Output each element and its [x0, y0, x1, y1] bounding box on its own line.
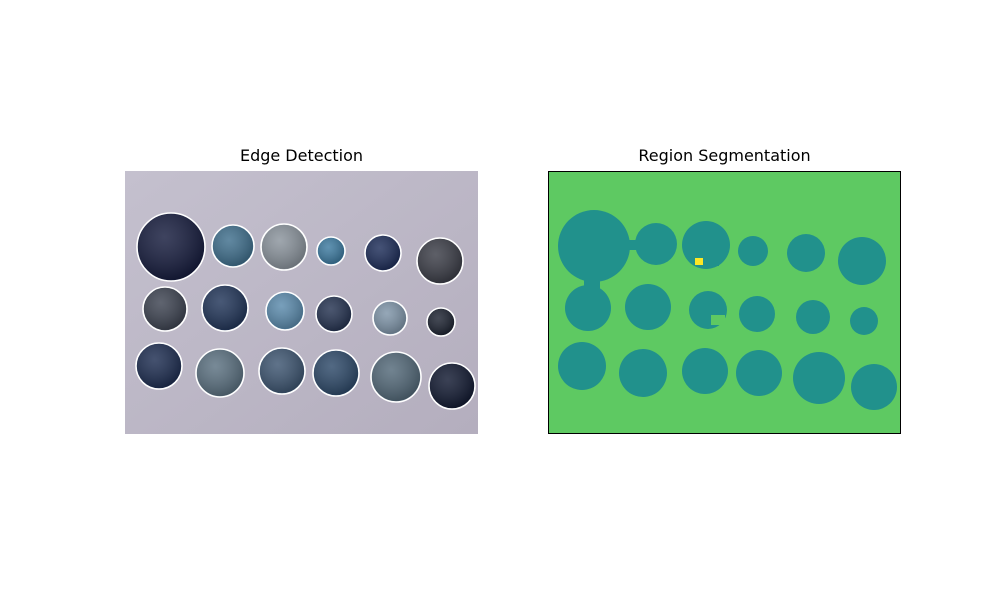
- coin-shading-6: [418, 239, 462, 283]
- coin-shading-4: [318, 238, 344, 264]
- coin-shading-17: [372, 353, 420, 401]
- coin-shading-3: [262, 225, 306, 269]
- segment-region-7: [565, 285, 611, 331]
- segment-bridge-2: [584, 279, 600, 291]
- segment-bridge-1: [628, 240, 642, 250]
- coin-shading-15: [260, 349, 304, 393]
- coin-shading-8: [203, 286, 247, 330]
- segment-region-18: [851, 364, 897, 410]
- segment-region-5: [787, 234, 825, 272]
- segment-region-12: [850, 307, 878, 335]
- coin-shading-13: [137, 344, 181, 388]
- segment-region-14: [619, 349, 667, 397]
- coin-shading-1: [138, 214, 204, 280]
- edge-detection-image: [125, 171, 478, 434]
- segment-region-6: [838, 237, 886, 285]
- coin-shading-16: [314, 351, 358, 395]
- coin-shading-2: [213, 226, 253, 266]
- segment-region-8: [625, 284, 671, 330]
- edge-detection-title: Edge Detection: [239, 146, 364, 165]
- coin-shading-7: [144, 288, 186, 330]
- segmentation-small-region: [695, 258, 703, 265]
- segment-region-2: [635, 223, 677, 265]
- segment-notch: [711, 315, 725, 325]
- segment-region-4: [738, 236, 768, 266]
- coin-shading-9: [267, 293, 303, 329]
- region-segmentation-image: [548, 171, 901, 434]
- coin-shading-14: [197, 350, 243, 396]
- coin-shading-18: [430, 364, 474, 408]
- segmentation-frame: [548, 171, 901, 434]
- region-segmentation-title: Region Segmentation: [638, 146, 811, 165]
- segment-region-13: [558, 342, 606, 390]
- coin-shading-5: [366, 236, 400, 270]
- segment-region-1: [558, 210, 630, 282]
- segment-region-15: [682, 348, 728, 394]
- segment-region-10: [739, 296, 775, 332]
- segment-region-17: [793, 352, 845, 404]
- segment-region-3: [682, 221, 730, 269]
- coin-shading-12: [428, 309, 454, 335]
- coin-shading-11: [374, 302, 406, 334]
- segmentation-small-region-2: [711, 260, 719, 266]
- segment-region-11: [796, 300, 830, 334]
- coin-shading-10: [317, 297, 351, 331]
- segment-region-16: [736, 350, 782, 396]
